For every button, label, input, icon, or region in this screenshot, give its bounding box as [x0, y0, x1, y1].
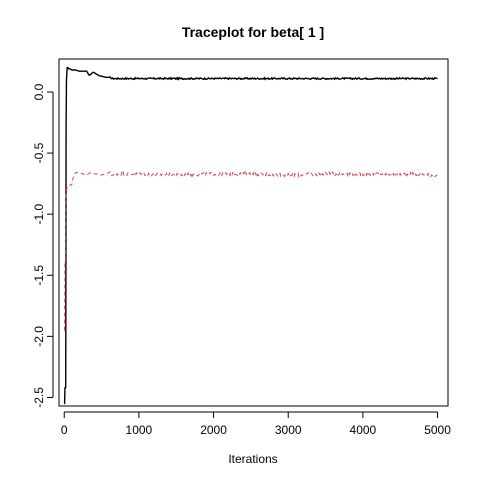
y-tick-label: -2.0 [32, 326, 46, 347]
series-line-1 [63, 66, 438, 405]
x-axis: 0 1000 2000 3000 4000 5000 [61, 411, 451, 437]
y-tick-label: -2.5 [32, 387, 46, 408]
y-tick-label: -0.5 [32, 142, 46, 163]
y-axis: -2.5 -2.0 -1.5 -1.0 -0.5 0.0 [32, 83, 54, 408]
x-tick-label: 4000 [350, 423, 377, 437]
y-tick-label: 0.0 [32, 83, 46, 100]
x-axis-label: Iterations [228, 452, 277, 466]
x-tick-label: 1000 [126, 423, 153, 437]
plot-area-frame [58, 58, 449, 407]
y-tick-label: -1.5 [32, 265, 46, 286]
x-tick-label: 2000 [200, 423, 227, 437]
x-tick-label: 0 [61, 423, 68, 437]
x-tick-label: 5000 [424, 423, 451, 437]
chart-title: Traceplot for beta[ 1 ] [182, 24, 324, 40]
series-layer [63, 66, 438, 405]
y-tick-label: -1.0 [32, 204, 46, 225]
series-line-2 [64, 170, 438, 331]
x-tick-label: 3000 [275, 423, 302, 437]
